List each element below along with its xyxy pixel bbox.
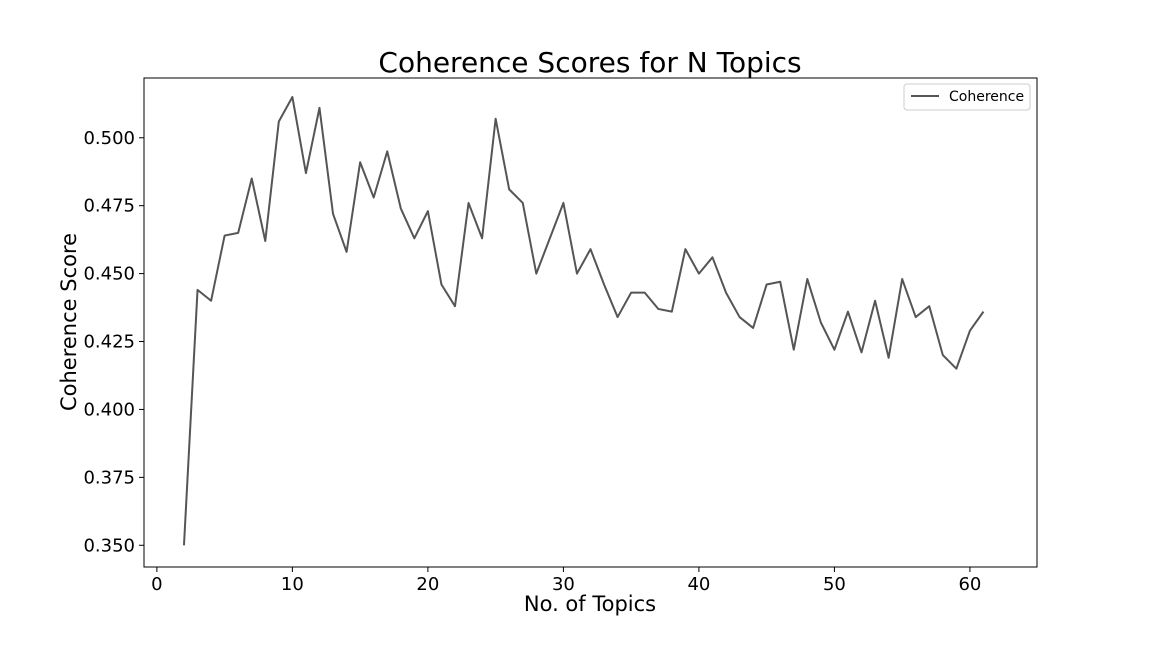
legend-box bbox=[903, 83, 1031, 111]
x-tick-label: 30 bbox=[552, 574, 575, 595]
y-tick-label: 0.375 bbox=[83, 467, 135, 488]
x-tick-label: 40 bbox=[687, 574, 710, 595]
x-tick-label: 10 bbox=[281, 574, 304, 595]
y-tick-label: 0.425 bbox=[83, 332, 135, 353]
x-tick-label: 50 bbox=[823, 574, 846, 595]
legend: Coherence bbox=[903, 83, 1031, 111]
y-tick-label: 0.400 bbox=[83, 399, 135, 420]
x-tick-label: 20 bbox=[416, 574, 439, 595]
chart-title: Coherence Scores for N Topics bbox=[378, 46, 801, 79]
y-axis-title: Coherence Score bbox=[57, 233, 81, 411]
y-tick-label: 0.475 bbox=[83, 196, 135, 217]
plot-frame bbox=[143, 77, 1038, 568]
plot-area: 0 10 20 30 40 50 60 0.350 0.375 0.400 0.425 0.450 0.… bbox=[83, 77, 1038, 595]
series-line-coherence bbox=[182, 96, 985, 546]
legend-label-coherence: Coherence bbox=[949, 89, 1024, 105]
x-axis-title: No. of Topics bbox=[524, 592, 656, 616]
y-tick-label: 0.350 bbox=[83, 535, 135, 556]
y-tick-label: 0.450 bbox=[83, 264, 135, 285]
x-tick-label: 0 bbox=[151, 574, 162, 595]
y-tick-label: 0.500 bbox=[83, 128, 135, 149]
x-tick-label: 60 bbox=[958, 574, 981, 595]
